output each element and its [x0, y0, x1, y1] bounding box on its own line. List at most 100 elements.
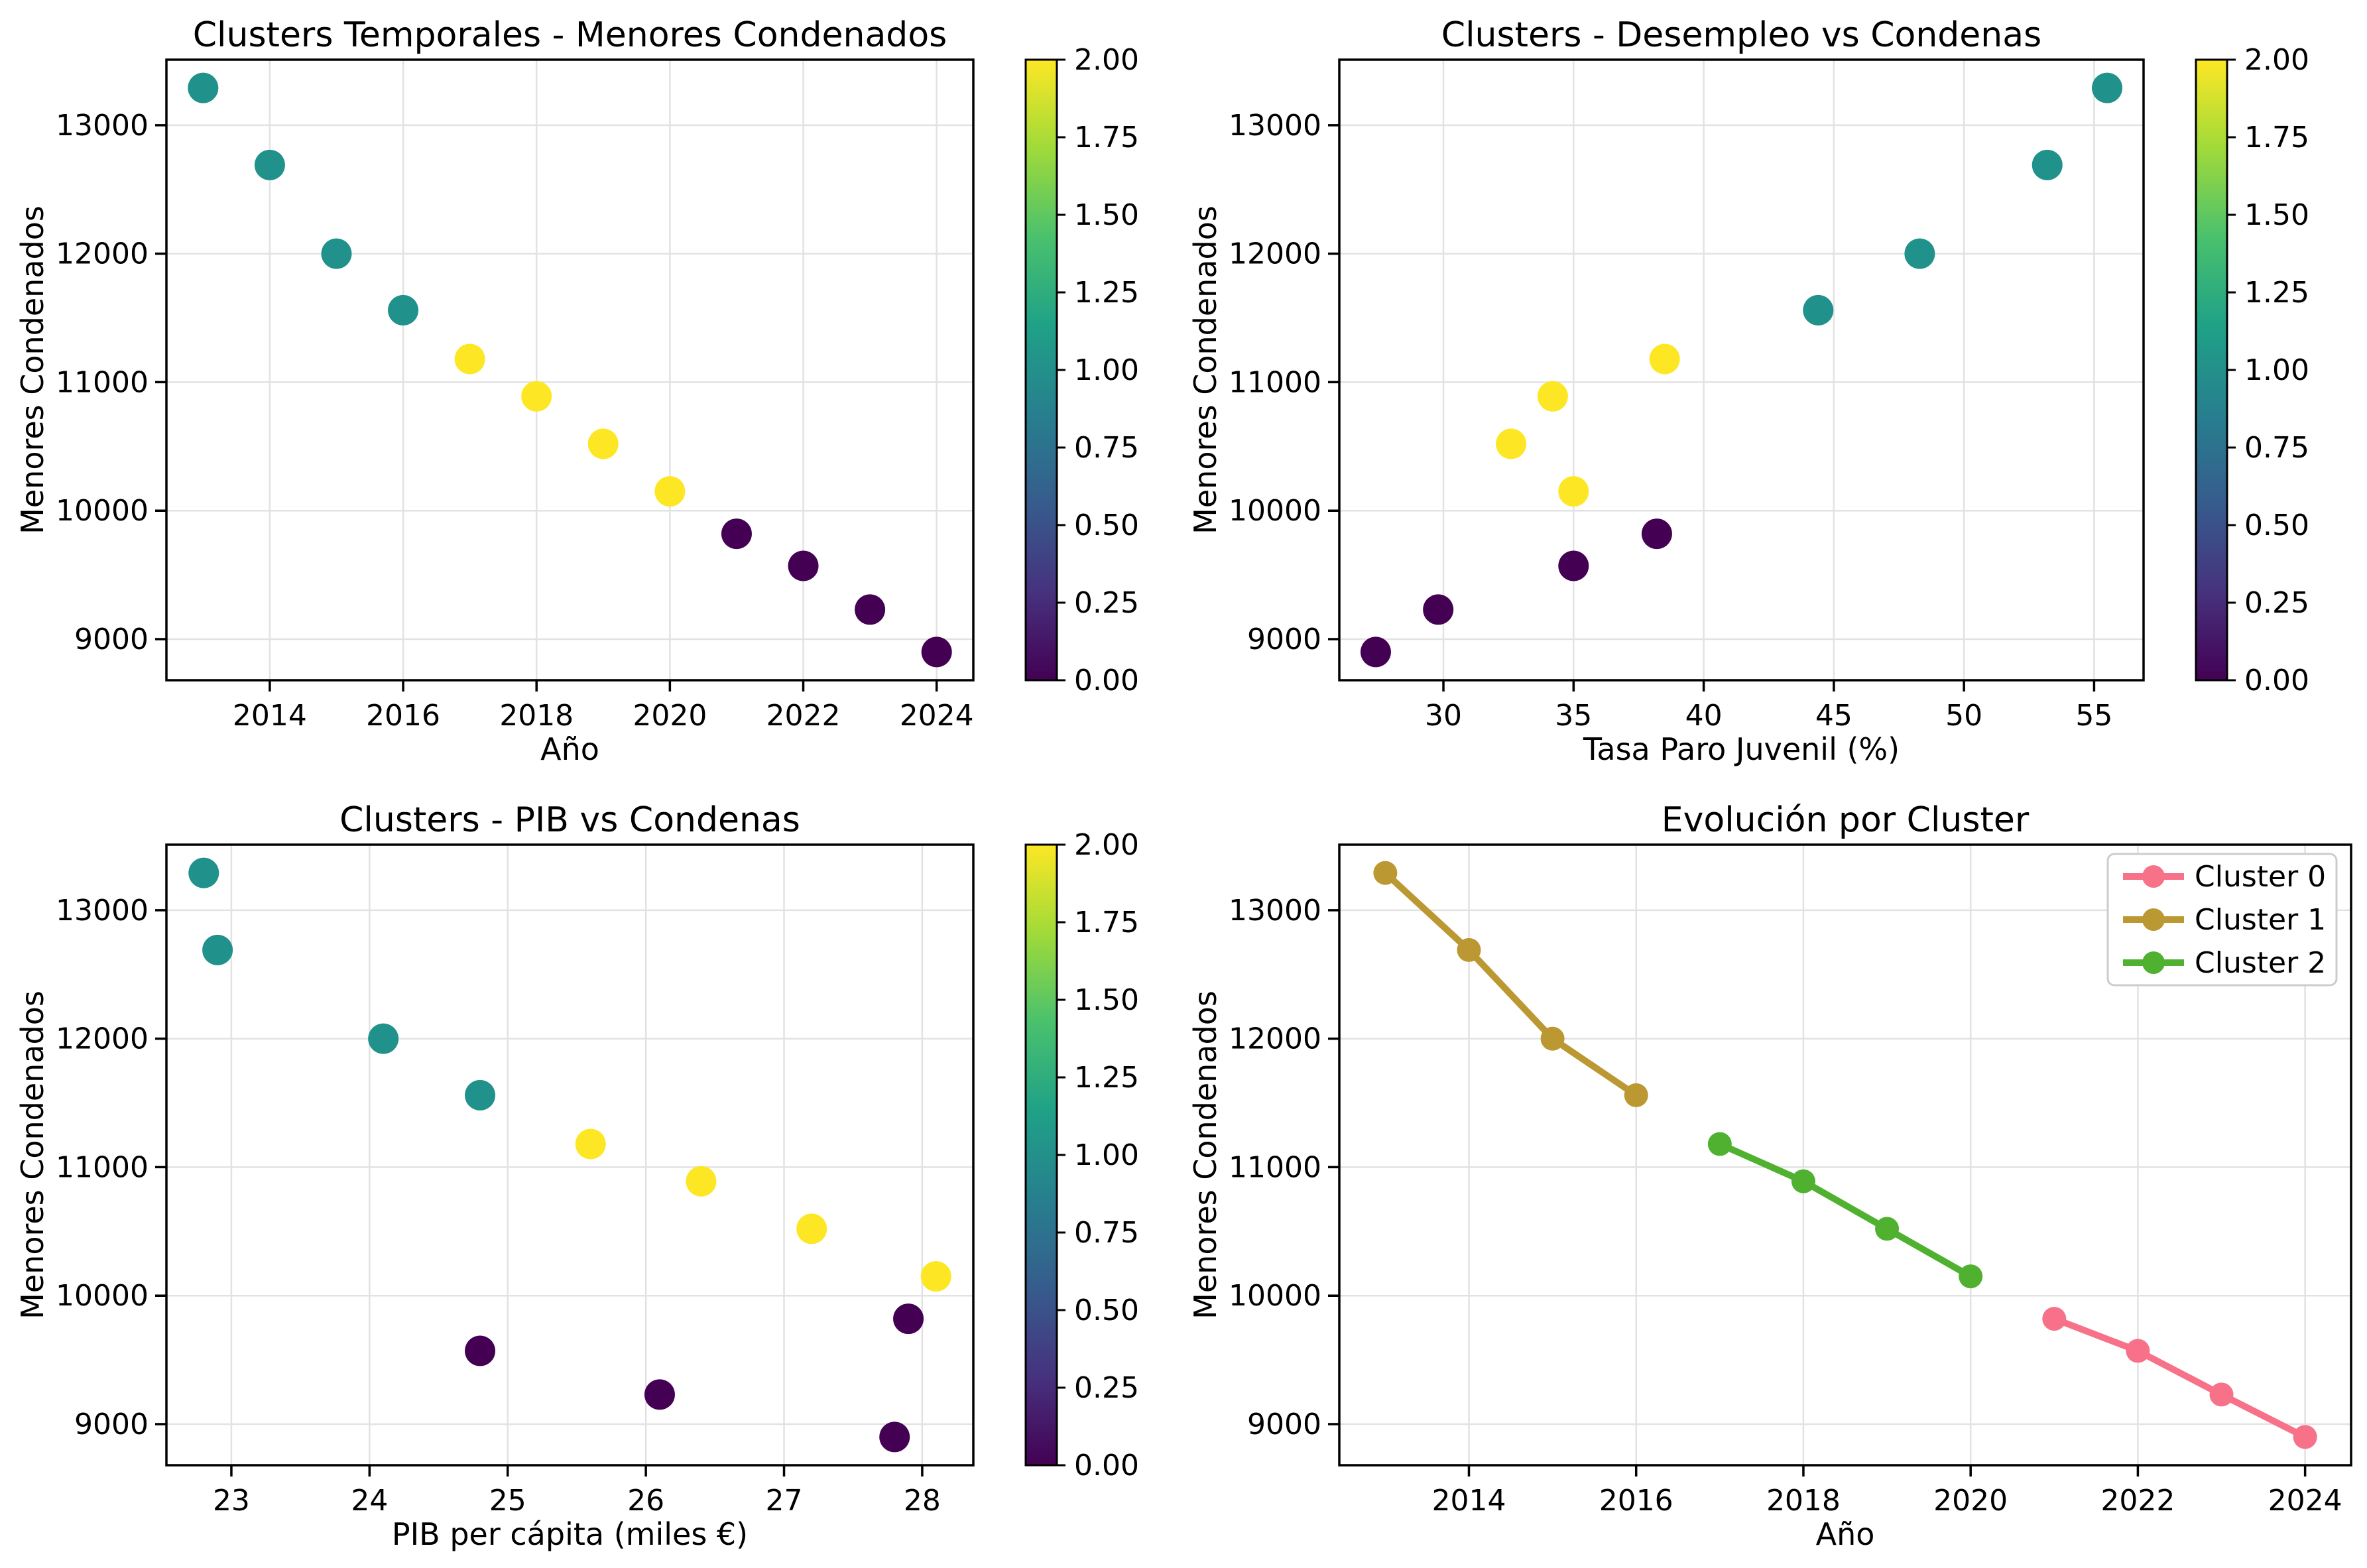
x-tick-label: 2018	[499, 699, 574, 733]
colorbar-tick-label: 0.75	[2244, 431, 2309, 465]
scatter-point-cluster-0	[921, 636, 952, 668]
y-tick-label: 10000	[56, 494, 149, 528]
line-marker-series-2	[1707, 1132, 1732, 1156]
x-tick-label: 2022	[766, 699, 841, 733]
x-tick-label: 2016	[1599, 1484, 1673, 1518]
scatter-point-cluster-2	[1537, 381, 1568, 412]
scatter-point-cluster-0	[855, 594, 886, 625]
y-tick-label: 10000	[1229, 1279, 1321, 1313]
scatter-point-cluster-1	[188, 72, 219, 103]
x-tick-label: 2014	[233, 699, 307, 733]
line-series-1	[1382, 869, 1640, 1099]
x-tick-label: 55	[2075, 699, 2112, 733]
colorbar-tick-label: 1.75	[1074, 906, 1139, 939]
y-tick-label: 10000	[1229, 494, 1321, 528]
colorbar-tick-label: 1.25	[2244, 276, 2309, 310]
x-axis-label: Año	[1816, 1516, 1875, 1552]
y-tick-label: 11000	[1229, 365, 1321, 399]
scatter-point-cluster-2	[521, 381, 552, 412]
colorbar-tick-label: 1.75	[1074, 121, 1139, 154]
scatter-point-cluster-1	[1803, 294, 1834, 326]
y-tick-label: 11000	[56, 1150, 149, 1184]
legend-box	[2106, 853, 2338, 987]
scatter-point-cluster-2	[1649, 343, 1680, 375]
scatter-point-cluster-0	[465, 1335, 496, 1366]
scatter-point-cluster-0	[644, 1379, 675, 1410]
colorbar-tick-label: 1.25	[1074, 276, 1139, 310]
scatter-point-cluster-2	[796, 1213, 827, 1244]
x-tick-label: 35	[1555, 699, 1592, 733]
x-tick-label: 50	[1945, 699, 1982, 733]
legend-marker	[2142, 951, 2165, 974]
x-tick-label: 2014	[1431, 1484, 1506, 1518]
scatter-point-cluster-0	[788, 550, 819, 581]
chart-title: Clusters - Desempleo vs Condenas	[1441, 15, 2041, 55]
chart-title: Clusters Temporales - Menores Condenados	[193, 15, 947, 55]
y-tick-label: 9000	[74, 1408, 149, 1441]
scatter-point-cluster-1	[202, 934, 233, 965]
legend-marker	[2142, 908, 2165, 931]
scatter-point-cluster-1	[388, 294, 419, 326]
x-tick-label: 2020	[633, 699, 707, 733]
colorbar-tick-label: 0.50	[1074, 1294, 1139, 1327]
scatter-point-cluster-2	[920, 1261, 951, 1292]
y-tick-label: 13000	[56, 109, 149, 143]
x-tick-label: 30	[1425, 699, 1462, 733]
axes-spines	[1338, 58, 2145, 682]
y-tick-label: 10000	[56, 1279, 149, 1313]
y-tick-label: 13000	[1229, 109, 1321, 143]
x-axis-label: Tasa Paro Juvenil (%)	[1583, 731, 1900, 767]
colorbar	[2195, 58, 2228, 682]
scatter-point-cluster-2	[1558, 476, 1589, 507]
colorbar-tick-label: 2.00	[2244, 43, 2309, 77]
chart-3-line: 2014 2016 2018 2020 2022 2024 9000 10000 11000 12…	[1187, 800, 2352, 1552]
x-tick-label: 27	[766, 1484, 803, 1518]
colorbar	[1024, 843, 1058, 1467]
x-tick-label: 23	[213, 1484, 250, 1518]
legend-label: Cluster 0	[2195, 860, 2326, 894]
x-axis-label: PIB per cápita (miles €)	[392, 1516, 748, 1552]
y-tick-label: 12000	[56, 1022, 149, 1056]
scatter-point-cluster-2	[575, 1128, 606, 1160]
line-marker-series-1	[1624, 1083, 1648, 1107]
x-tick-label: 28	[904, 1484, 941, 1518]
line-marker-series-2	[1875, 1217, 1900, 1241]
y-tick-label: 12000	[1229, 1022, 1321, 1056]
y-axis-label: Menores Condenados	[15, 206, 50, 534]
colorbar-tick-label: 1.50	[1074, 198, 1139, 232]
y-axis-label: Menores Condenados	[1187, 991, 1223, 1319]
line-series-2	[1716, 1140, 1974, 1280]
x-tick-label: 2020	[1933, 1484, 2008, 1518]
colorbar-tick-label: 0.25	[1074, 1371, 1139, 1405]
scatter-point-cluster-0	[721, 518, 752, 550]
scatter-point-cluster-1	[321, 238, 352, 269]
legend-marker	[2142, 865, 2165, 888]
line-marker-series-0	[2042, 1307, 2067, 1331]
y-tick-label: 9000	[1247, 623, 1321, 656]
scatter-point-cluster-2	[1496, 428, 1527, 459]
y-tick-label: 11000	[1229, 1150, 1321, 1184]
y-tick-label: 9000	[74, 623, 149, 656]
x-tick-label: 45	[1815, 699, 1852, 733]
y-tick-label: 9000	[1247, 1408, 1321, 1441]
line-marker-series-2	[1959, 1264, 1983, 1289]
colorbar-tick-label: 1.50	[2244, 198, 2309, 232]
x-axis-label: Año	[540, 731, 599, 767]
line-marker-series-0	[2126, 1339, 2150, 1363]
colorbar-tick-label: 1.50	[1074, 983, 1139, 1017]
line-marker-series-1	[1373, 861, 1398, 885]
y-tick-label: 13000	[56, 894, 149, 928]
colorbar-tick-label: 0.50	[2244, 509, 2309, 542]
scatter-point-cluster-0	[1558, 550, 1589, 581]
colorbar-tick-label: 0.50	[1074, 509, 1139, 542]
x-tick-label: 40	[1685, 699, 1723, 733]
x-tick-label: 2024	[2268, 1484, 2342, 1518]
line-marker-series-0	[2293, 1425, 2317, 1449]
x-tick-label: 2016	[366, 699, 440, 733]
chart-title: Clusters - PIB vs Condenas	[339, 800, 800, 840]
colorbar-tick-label: 1.00	[1074, 1138, 1139, 1172]
colorbar-tick-label: 2.00	[1074, 828, 1139, 862]
scatter-point-cluster-0	[1423, 594, 1454, 625]
chart-1-scatter: 30 35 40 45 50 55 9000 10000 11000 12000 13000 Clus…	[1187, 15, 2309, 767]
